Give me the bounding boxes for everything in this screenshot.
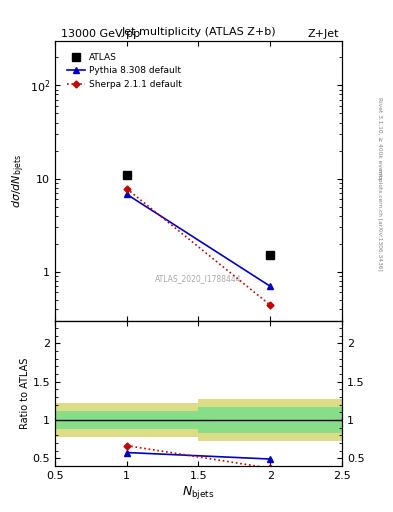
Text: Rivet 3.1.10, ≥ 400k events: Rivet 3.1.10, ≥ 400k events <box>377 97 382 180</box>
ATLAS <box>125 172 129 178</box>
Legend: ATLAS, Pythia 8.308 default, Sherpa 2.1.1 default: ATLAS, Pythia 8.308 default, Sherpa 2.1.… <box>65 51 184 91</box>
Text: Z+Jet: Z+Jet <box>307 29 339 39</box>
Text: 13000 GeV pp: 13000 GeV pp <box>61 29 140 39</box>
X-axis label: $N_\mathrm{bjets}$: $N_\mathrm{bjets}$ <box>182 483 215 501</box>
Text: ATLAS_2020_I1788444: ATLAS_2020_I1788444 <box>155 274 242 283</box>
Pythia 8.308 default <box>125 191 129 197</box>
Line: ATLAS: ATLAS <box>123 171 274 259</box>
Pythia 8.308 default <box>268 283 273 289</box>
Text: mcplots.cern.ch [arXiv:1306.3436]: mcplots.cern.ch [arXiv:1306.3436] <box>377 169 382 271</box>
Sherpa 2.1.1 default <box>125 186 129 192</box>
Line: Pythia 8.308 default: Pythia 8.308 default <box>123 191 274 290</box>
Title: Jet multiplicity (ATLAS Z+b): Jet multiplicity (ATLAS Z+b) <box>121 28 276 37</box>
Y-axis label: Ratio to ATLAS: Ratio to ATLAS <box>20 357 30 429</box>
ATLAS <box>268 252 273 259</box>
Y-axis label: $d\sigma/dN_\mathrm{bjets}$: $d\sigma/dN_\mathrm{bjets}$ <box>11 154 27 208</box>
Sherpa 2.1.1 default <box>268 302 273 308</box>
Line: Sherpa 2.1.1 default: Sherpa 2.1.1 default <box>124 186 273 308</box>
